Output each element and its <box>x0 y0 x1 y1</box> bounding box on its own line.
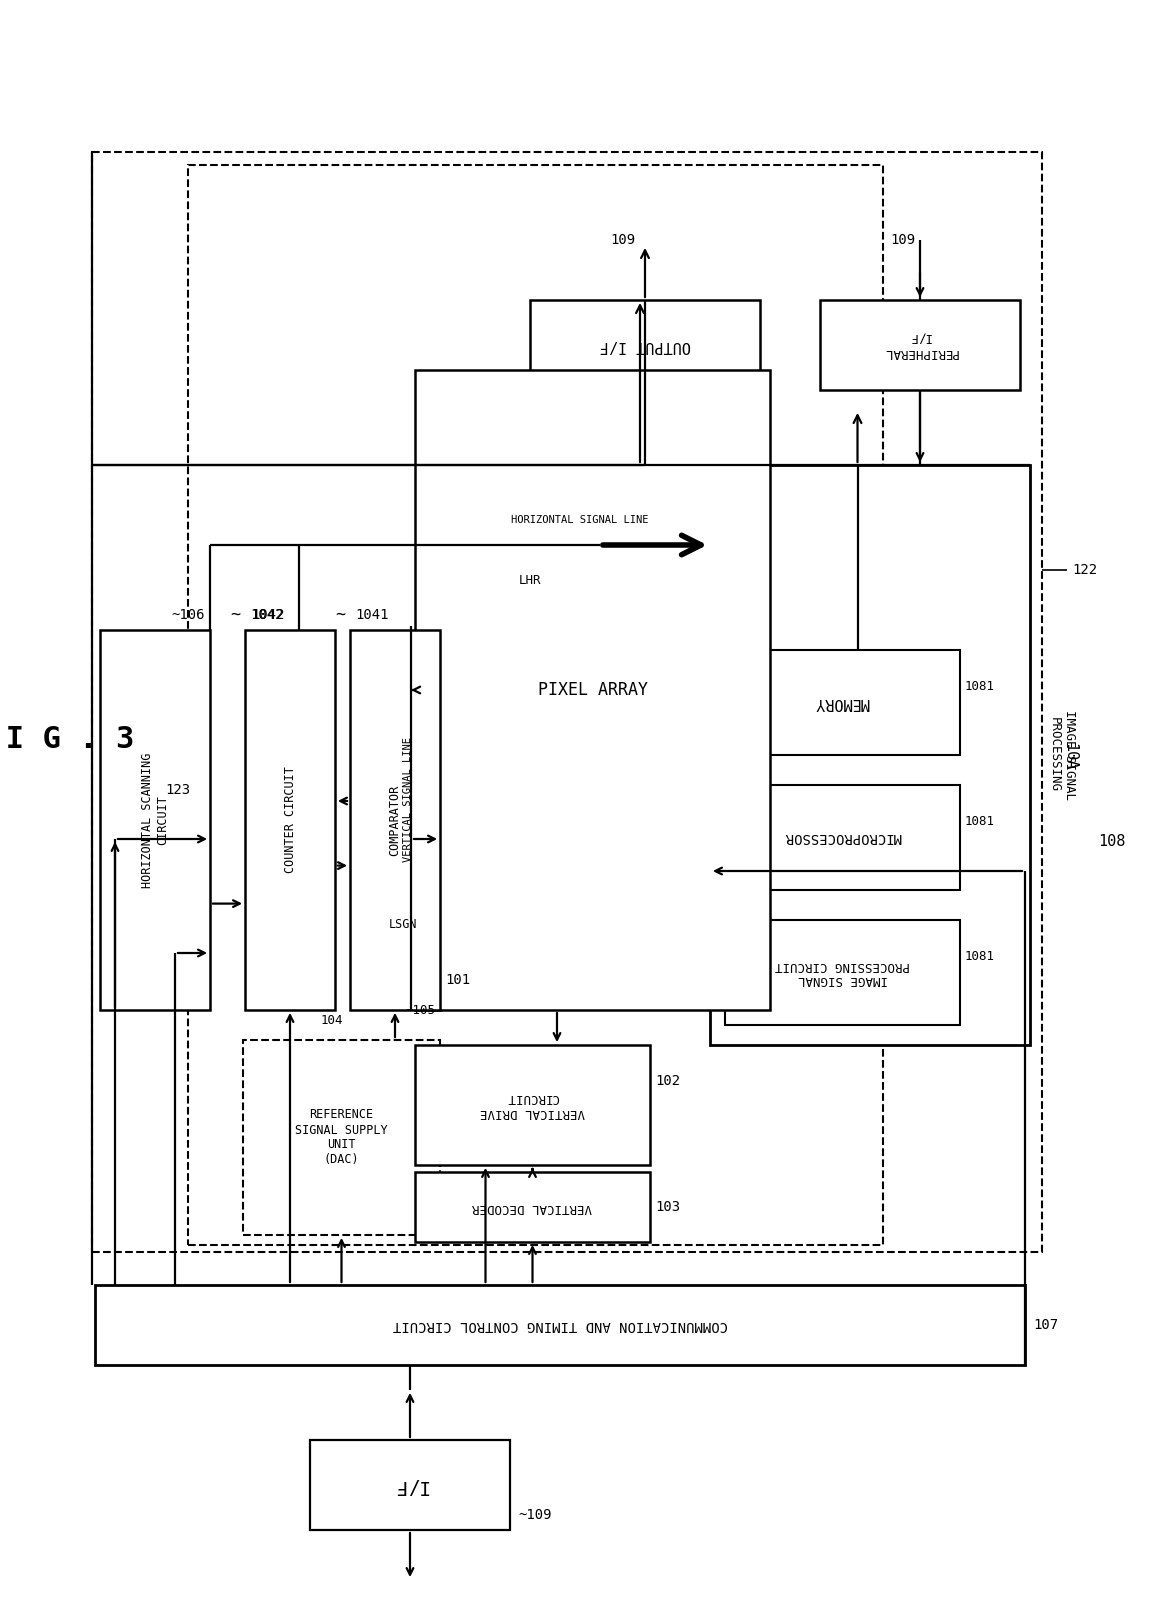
Bar <box>245 630 335 1009</box>
Bar <box>415 370 770 1009</box>
Bar <box>725 786 960 890</box>
Text: REFERENCE
SIGNAL SUPPLY
UNIT
(DAC): REFERENCE SIGNAL SUPPLY UNIT (DAC) <box>296 1109 388 1167</box>
Text: COUNTER CIRCUIT: COUNTER CIRCUIT <box>284 766 297 874</box>
Text: I/F: I/F <box>392 1475 427 1494</box>
Text: MEMORY: MEMORY <box>815 696 870 710</box>
Text: COMPARATOR: COMPARATOR <box>389 784 402 855</box>
Text: COMMUNICATION AND TIMING CONTROL CIRCUIT: COMMUNICATION AND TIMING CONTROL CIRCUIT <box>392 1319 728 1331</box>
Text: VERTICAL DECODER: VERTICAL DECODER <box>473 1201 592 1214</box>
Text: 10A: 10A <box>1062 744 1077 771</box>
Text: ~: ~ <box>335 605 345 625</box>
Text: MICROPROCESSOR: MICROPROCESSOR <box>784 831 902 845</box>
Text: 103: 103 <box>655 1199 680 1214</box>
Text: PERIPHERAL
I/F: PERIPHERAL I/F <box>883 332 958 359</box>
Text: 102: 102 <box>655 1074 680 1088</box>
Text: F I G . 3: F I G . 3 <box>0 726 134 755</box>
Text: 1042: 1042 <box>250 609 284 621</box>
Text: HORIZONTAL SCANNING
CIRCUIT: HORIZONTAL SCANNING CIRCUIT <box>141 752 169 887</box>
Text: LHR: LHR <box>519 573 541 586</box>
Text: 1081: 1081 <box>965 815 995 828</box>
Text: ~105: ~105 <box>406 1003 436 1016</box>
Text: ~106: ~106 <box>172 609 206 621</box>
Bar <box>725 650 960 755</box>
Text: 123: 123 <box>166 782 190 797</box>
Bar <box>95 1285 1026 1365</box>
Text: 108: 108 <box>1098 834 1126 850</box>
Text: HORIZONTAL SIGNAL LINE: HORIZONTAL SIGNAL LINE <box>512 515 648 525</box>
Text: 109: 109 <box>610 233 635 246</box>
Text: OUTPUT I/F: OUTPUT I/F <box>599 338 690 353</box>
Text: 1081: 1081 <box>965 950 995 963</box>
Text: 1081: 1081 <box>965 681 995 694</box>
Text: 109: 109 <box>890 233 915 246</box>
Text: LSGN: LSGN <box>389 918 417 932</box>
Text: 1042: 1042 <box>251 609 285 621</box>
Text: 1041: 1041 <box>355 609 389 621</box>
Bar <box>100 630 210 1009</box>
Text: VERTICAL SIGNAL LINE: VERTICAL SIGNAL LINE <box>403 737 413 863</box>
Text: IMAGE SIGNAL
PROCESSING: IMAGE SIGNAL PROCESSING <box>1048 710 1076 800</box>
Bar <box>310 1439 510 1529</box>
Text: 104: 104 <box>320 1014 343 1027</box>
Bar <box>820 299 1020 390</box>
Bar <box>188 164 883 1245</box>
Bar <box>710 465 1030 1045</box>
Text: PIXEL ARRAY: PIXEL ARRAY <box>537 681 647 699</box>
Text: 101: 101 <box>445 972 471 987</box>
Bar <box>725 919 960 1026</box>
Bar <box>530 299 760 390</box>
Text: 107: 107 <box>1033 1319 1058 1331</box>
Bar <box>350 630 440 1009</box>
Text: 122: 122 <box>1072 564 1097 576</box>
Text: VERTICAL DRIVE
CIRCUIT: VERTICAL DRIVE CIRCUIT <box>480 1092 585 1119</box>
Text: IMAGE SIGNAL
PROCESSING CIRCUIT: IMAGE SIGNAL PROCESSING CIRCUIT <box>776 958 910 987</box>
Bar <box>92 151 1042 1253</box>
Bar <box>415 1045 651 1166</box>
Text: ~109: ~109 <box>517 1509 551 1521</box>
Text: ~: ~ <box>230 605 239 625</box>
Bar <box>243 1040 440 1235</box>
Bar <box>415 1172 651 1241</box>
